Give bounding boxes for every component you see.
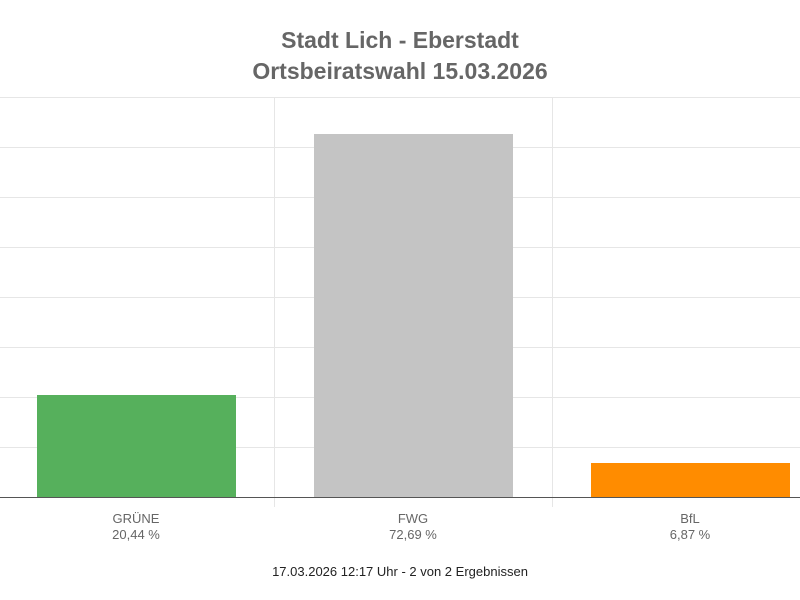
chart-title-line1: Stadt Lich - Eberstadt: [281, 27, 519, 53]
gridline: [0, 97, 800, 98]
plot-area: [0, 97, 800, 507]
result-status: 17.03.2026 12:17 Uhr - 2 von 2 Ergebniss…: [272, 564, 528, 579]
category-label: BfL: [680, 511, 700, 526]
category-divider: [274, 97, 275, 507]
value-label: 6,87 %: [669, 527, 711, 542]
category-label: FWG: [397, 511, 429, 526]
x-label-bfl: BfL 6,87 %: [590, 511, 790, 543]
bar-bfl[interactable]: [591, 463, 790, 497]
value-label: 72,69 %: [389, 527, 437, 542]
x-label-gruene: GRÜNE 20,44 %: [36, 511, 236, 543]
bar-gruene[interactable]: [37, 395, 236, 497]
x-label-fwg: FWG 72,69 %: [313, 511, 513, 543]
x-axis-line: [0, 497, 800, 498]
category-label: GRÜNE: [112, 511, 160, 526]
category-divider: [552, 97, 553, 507]
value-label: 20,44 %: [112, 527, 160, 542]
bar-fwg[interactable]: [314, 134, 513, 497]
chart-title-line2: Ortsbeiratswahl 15.03.2026: [252, 58, 548, 84]
